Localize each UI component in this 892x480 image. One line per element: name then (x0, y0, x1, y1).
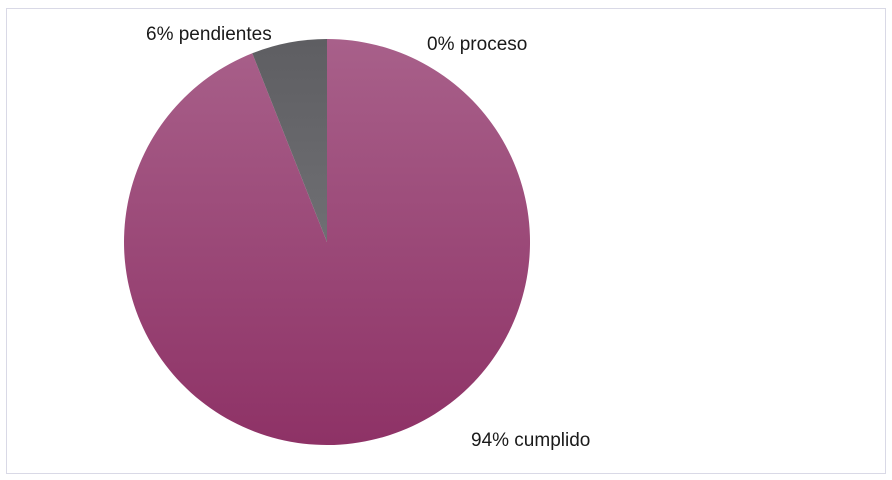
data-label-cumplido: 94% cumplido (471, 430, 590, 451)
pie-slice-pendientes (252, 39, 327, 242)
data-label-pendientes: 6% pendientes (146, 24, 272, 45)
pie-slice-cumplido (124, 39, 531, 446)
data-label-proceso: 0% proceso (427, 34, 527, 55)
pie-slices (124, 39, 531, 446)
